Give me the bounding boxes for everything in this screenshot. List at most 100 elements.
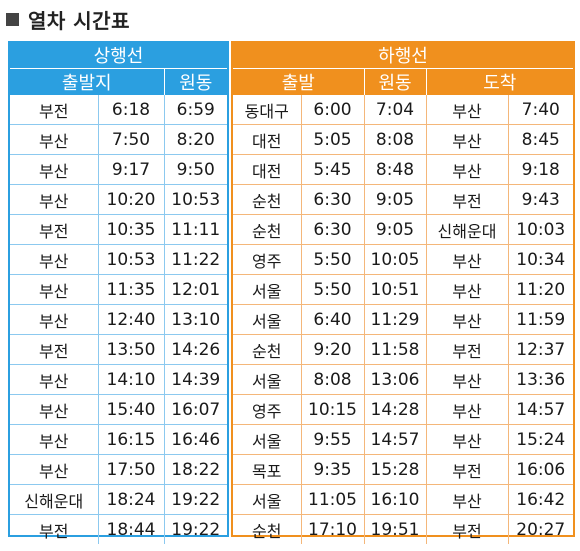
table-cell: 14:10: [97, 364, 164, 395]
table-cell: 10:34: [507, 244, 573, 275]
table-cell: 12:37: [507, 334, 573, 365]
table-cell: 서울: [233, 424, 301, 455]
table-cell: 5:50: [300, 274, 364, 305]
table-cell: 부전: [39, 101, 69, 121]
downbound-col-wondong: 원동: [363, 68, 426, 95]
table-cell: 18:24: [97, 484, 164, 515]
table-cell: 8:45: [507, 124, 573, 155]
table-cell: 19:51: [363, 514, 426, 544]
table-cell: 부산: [425, 244, 508, 275]
table-row: 영주 5:50 10:05 부산 10:34: [233, 244, 573, 275]
table-cell: 9:05: [363, 184, 426, 215]
table-cell: 14:57: [507, 394, 573, 425]
table-row: 순천 9:20 11:58 부전 12:37: [233, 334, 573, 365]
table-cell: 9:35: [300, 454, 364, 485]
table-cell: 대전: [233, 124, 301, 155]
table-cell: 9:18: [507, 154, 573, 185]
table-row: 부전 18:44 19:22: [10, 514, 227, 544]
table-row: 부산 15:40 16:07: [10, 394, 227, 425]
table-cell: 18:44: [97, 514, 164, 544]
table-cell: 영주: [233, 394, 301, 425]
table-cell: 6:30: [300, 184, 364, 215]
downbound-panel: 하행선 출발 원동 도착 동대구 6:00 7:04 부산 7:40 대전 5:05 8:08…: [231, 41, 575, 544]
downbound-header: 하행선: [233, 41, 573, 69]
table-cell: 13:06: [363, 364, 426, 395]
table-cell: 6:18: [97, 95, 164, 125]
table-cell: 14:26: [163, 334, 227, 365]
table-cell: 부산: [425, 424, 508, 455]
table-cell: 부산: [425, 274, 508, 305]
table-cell: 6:40: [300, 304, 364, 335]
table-cell: 부산: [10, 424, 98, 455]
table-row: 순천 17:10 19:51 부전 20:27: [233, 514, 573, 544]
table-cell: 10:20: [97, 184, 164, 215]
table-cell: 11:29: [363, 304, 426, 335]
table-cell: 5:50: [300, 244, 364, 275]
table-cell: 14:28: [363, 394, 426, 425]
table-cell: 6:59: [163, 95, 227, 125]
downbound-col-arrival: 도착: [425, 68, 573, 95]
table-cell: 신해운대: [10, 484, 98, 515]
table-cell: 16:15: [97, 424, 164, 455]
table-row: 동대구 6:00 7:04 부산 7:40: [233, 95, 573, 125]
table-cell: 부전: [425, 334, 508, 365]
table-row: 대전 5:45 8:48 부산 9:18: [233, 154, 573, 185]
table-cell: 9:17: [97, 154, 164, 185]
table-row: 부산 16:15 16:46: [10, 424, 227, 455]
table-cell: 8:20: [163, 124, 227, 155]
table-cell: 8:08: [363, 124, 426, 155]
table-row: 대전 5:05 8:08 부산 8:45: [233, 124, 573, 155]
table-cell: 12:01: [163, 274, 227, 305]
table-cell: 17:10: [300, 514, 364, 544]
upbound-col-wondong: 원동: [163, 68, 227, 95]
table-cell: 10:35: [97, 214, 164, 245]
table-cell: 동대구: [244, 101, 289, 121]
table-row: 부산 7:50 8:20: [10, 124, 227, 155]
downbound-table: 하행선 출발 원동 도착 동대구 6:00 7:04 부산 7:40 대전 5:05 8:08…: [233, 41, 573, 544]
table-cell: 부전: [10, 214, 98, 245]
table-row: 서울 6:40 11:29 부산 11:59: [233, 304, 573, 335]
upbound-header: 상행선: [10, 41, 227, 69]
table-cell: 20:27: [507, 514, 573, 544]
table-cell: 부산: [10, 244, 98, 275]
table-cell: 11:11: [163, 214, 227, 245]
table-row: 부산 12:40 13:10: [10, 304, 227, 335]
table-cell: 부산: [425, 304, 508, 335]
table-row: 부산 10:20 10:53: [10, 184, 227, 215]
table-cell: 부산: [10, 154, 98, 185]
table-cell: 서울: [233, 484, 301, 515]
upbound-table: 상행선 출발지 원동 부전 6:18 6:59 부산 7:50 8:20 부산 9:17 9:5…: [10, 41, 227, 544]
table-row: 신해운대 18:24 19:22: [10, 484, 227, 515]
table-row: 서울 8:08 13:06 부산 13:36: [233, 364, 573, 395]
table-cell: 6:00: [300, 95, 364, 125]
table-row: 부산 14:10 14:39: [10, 364, 227, 395]
table-cell: 16:10: [363, 484, 426, 515]
table-cell: 7:04: [363, 95, 426, 125]
table-cell: 부산: [425, 364, 508, 395]
table-cell: 부산: [425, 95, 508, 125]
table-cell: 부산: [425, 154, 508, 185]
table-cell: 10:05: [363, 244, 426, 275]
table-cell: 9:55: [300, 424, 364, 455]
table-cell: 6:30: [300, 214, 364, 245]
table-row: 목포 9:35 15:28 부전 16:06: [233, 454, 573, 485]
table-cell: 순천: [233, 184, 301, 215]
table-cell: 순천: [233, 514, 301, 544]
table-cell: 부전: [10, 334, 98, 365]
upbound-col-origin: 출발지: [10, 68, 164, 95]
table-cell: 5:05: [300, 124, 364, 155]
table-cell: 7:50: [97, 124, 164, 155]
table-cell: 10:03: [507, 214, 573, 245]
table-cell: 서울: [233, 304, 301, 335]
table-cell: 부산: [425, 394, 508, 425]
table-cell: 부산: [425, 484, 508, 515]
table-cell: 부산: [425, 124, 508, 155]
table-cell: 부산: [10, 394, 98, 425]
table-cell: 15:28: [363, 454, 426, 485]
upbound-panel: 상행선 출발지 원동 부전 6:18 6:59 부산 7:50 8:20 부산 9:17 9:5…: [8, 41, 229, 544]
table-cell: 16:42: [507, 484, 573, 515]
table-cell: 서울: [233, 274, 301, 305]
table-cell: 8:08: [300, 364, 364, 395]
table-row: 부전 13:50 14:26: [10, 334, 227, 365]
table-cell: 영주: [233, 244, 301, 275]
